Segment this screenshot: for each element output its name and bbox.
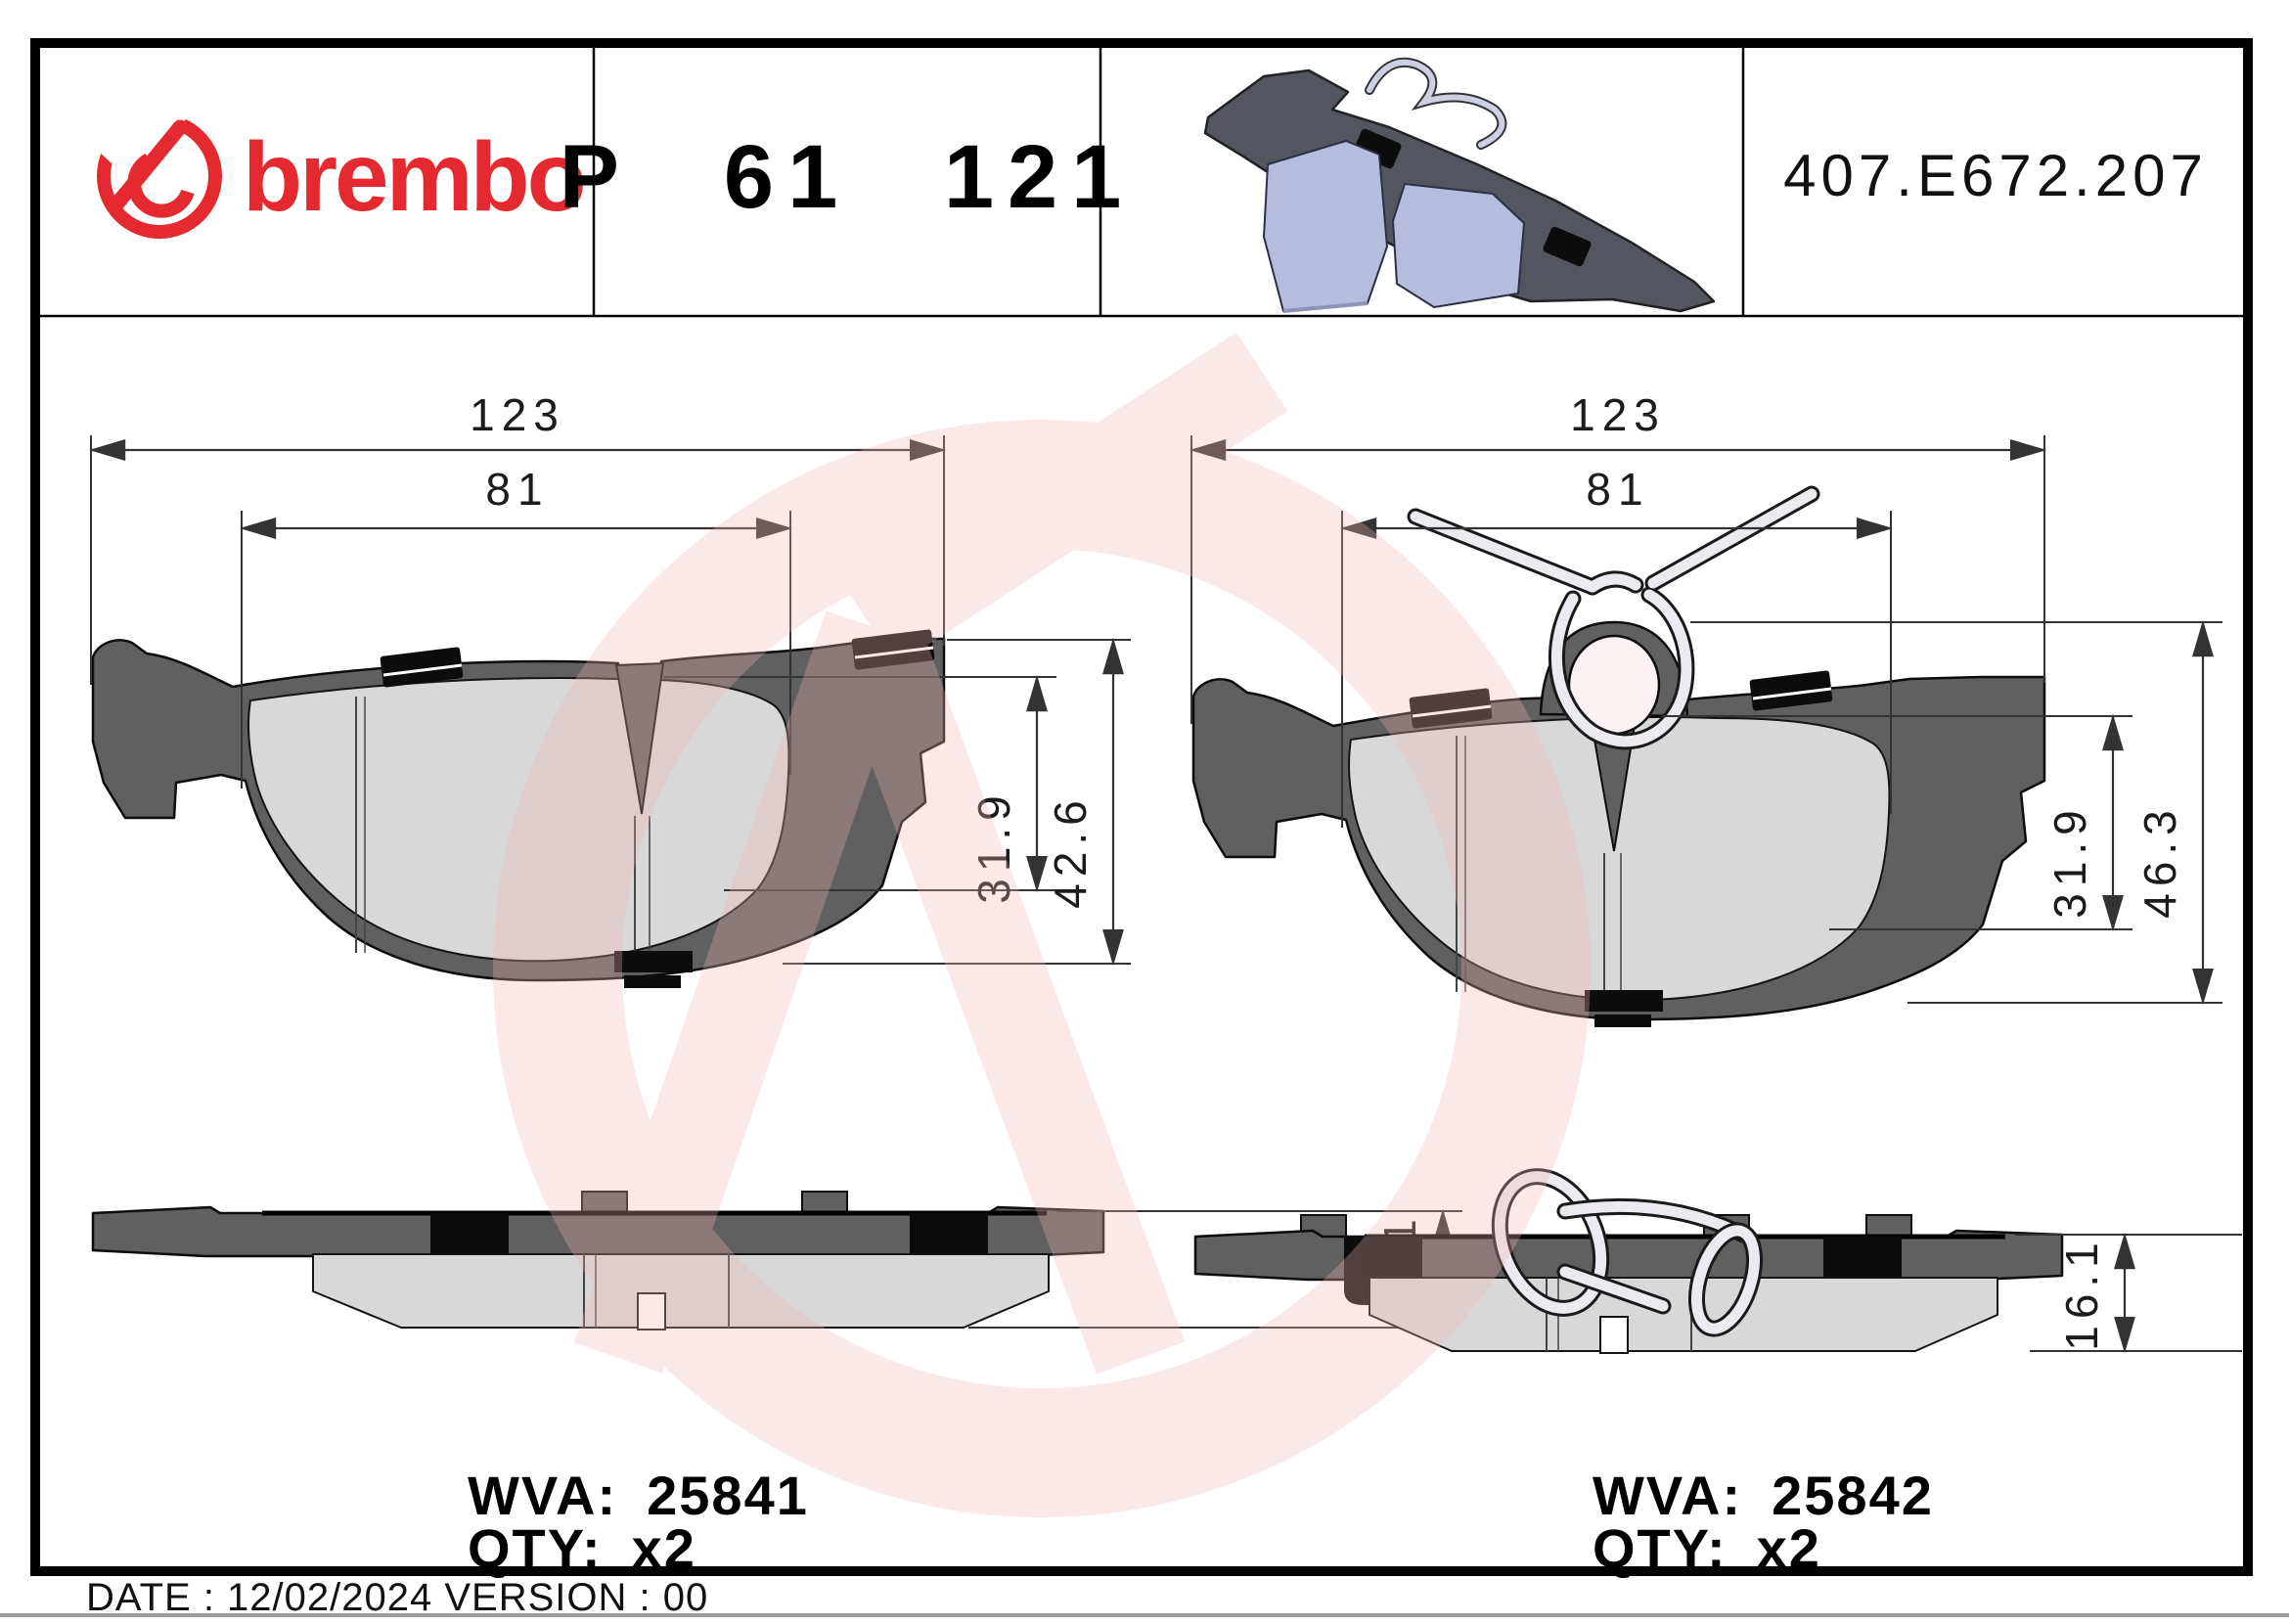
friction-right (1348, 716, 1891, 1002)
dim-thickness-right: 16.1 (2056, 1236, 2107, 1351)
dim-friction-height-left: 31.9 (968, 789, 1019, 904)
watermark-brembo-icon (493, 332, 1591, 1517)
friction-left (247, 677, 790, 963)
brembo-logo: brembo (96, 86, 587, 239)
plan-view-right-pad: 16.1 (1193, 1168, 2242, 1354)
front-view-left-pad (91, 629, 946, 988)
top-clip-icon (380, 629, 935, 688)
brembo-emblem-icon (96, 86, 222, 239)
wva-left: WVA: 25841 (468, 1465, 809, 1526)
dim-overall-height-right: 46.3 (2134, 803, 2185, 919)
page-border (30, 38, 2253, 1576)
catalog-code: 407.E672.207 (1783, 143, 2208, 208)
dims-right-front: 123 81 31.9 46.3 (1189, 389, 2222, 1006)
dim-overall-height-left: 42.6 (1045, 793, 1096, 909)
qty-right: QTY: x2 (1593, 1517, 1821, 1579)
dim-overall-width-left: 123 (470, 389, 565, 440)
plan-friction-left (312, 1253, 1050, 1329)
top-clip-icon (1409, 670, 1833, 729)
notch-left (614, 661, 665, 815)
dim-pad-width-left: 81 (485, 464, 549, 515)
dim-pad-width-right: 81 (1586, 464, 1649, 515)
date-version-line: DATE : 12/02/2024 VERSION : 00 (86, 1576, 708, 1619)
pad-3d-render-icon (1203, 57, 1716, 313)
dim-overall-width-right: 123 (1570, 389, 1666, 440)
front-view-right-pad (1191, 485, 2046, 1027)
qty-left: QTY: x2 (468, 1517, 696, 1579)
bottom-tab-icon (1585, 990, 1663, 1027)
plan-spring-clip-icon (1491, 1168, 1763, 1337)
wva-right: WVA: 25842 (1593, 1465, 1934, 1526)
bottom-tab-icon (614, 951, 693, 988)
part-number: P 61 121 (560, 127, 1136, 227)
brand-wordmark: brembo (243, 122, 584, 232)
scan-edge-line (0, 1613, 2289, 1617)
spring-clip-icon (1407, 485, 1820, 750)
dim-friction-height-right: 31.9 (2044, 803, 2095, 919)
dims-left-front: 123 81 31.9 42.6 (88, 389, 1131, 967)
